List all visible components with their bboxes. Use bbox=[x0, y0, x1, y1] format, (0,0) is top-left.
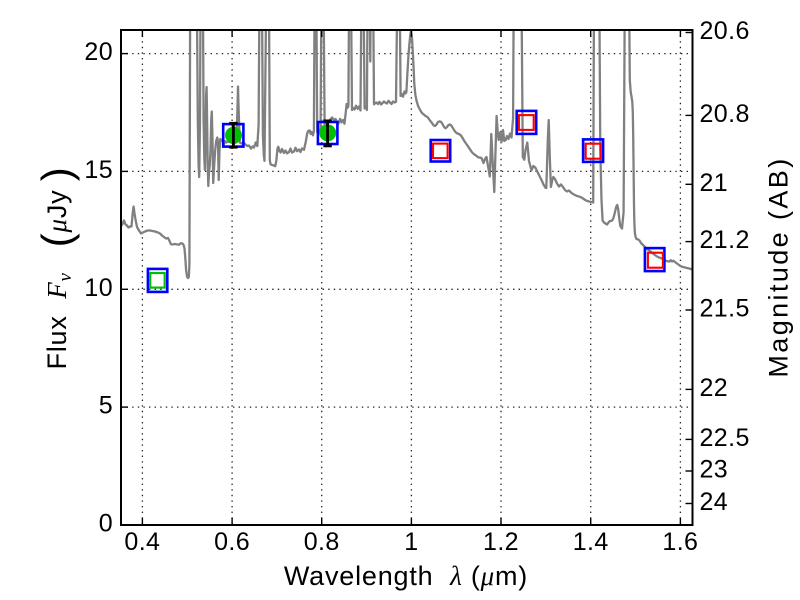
svg-text:0.6: 0.6 bbox=[214, 528, 250, 556]
svg-text:23: 23 bbox=[700, 456, 729, 484]
svg-text:0: 0 bbox=[99, 510, 113, 538]
svg-text:20: 20 bbox=[84, 38, 113, 66]
svg-text:10: 10 bbox=[84, 274, 113, 302]
svg-text:1.2: 1.2 bbox=[483, 528, 519, 556]
svg-text:21.2: 21.2 bbox=[700, 226, 750, 254]
svg-text:Wavelength λ (μm): Wavelength λ (μm) bbox=[284, 561, 528, 591]
svg-text:22.5: 22.5 bbox=[700, 424, 750, 452]
svg-text:1.4: 1.4 bbox=[573, 528, 609, 556]
svg-text:20.6: 20.6 bbox=[700, 17, 750, 45]
svg-text:21.5: 21.5 bbox=[700, 295, 750, 323]
svg-text:0.4: 0.4 bbox=[124, 528, 160, 556]
svg-text:Flux Fν (μJy ): Flux Fν (μJy ) bbox=[33, 166, 80, 369]
svg-text:21: 21 bbox=[700, 169, 729, 197]
svg-text:0.8: 0.8 bbox=[304, 528, 340, 556]
svg-text:1.6: 1.6 bbox=[662, 528, 698, 556]
svg-text:15: 15 bbox=[84, 156, 113, 184]
svg-text:20.8: 20.8 bbox=[700, 100, 750, 128]
svg-text:Magnitude (AB): Magnitude (AB) bbox=[764, 156, 794, 377]
svg-text:24: 24 bbox=[700, 488, 729, 516]
svg-text:22: 22 bbox=[700, 374, 729, 402]
svg-text:1: 1 bbox=[404, 528, 418, 556]
svg-text:5: 5 bbox=[99, 392, 113, 420]
